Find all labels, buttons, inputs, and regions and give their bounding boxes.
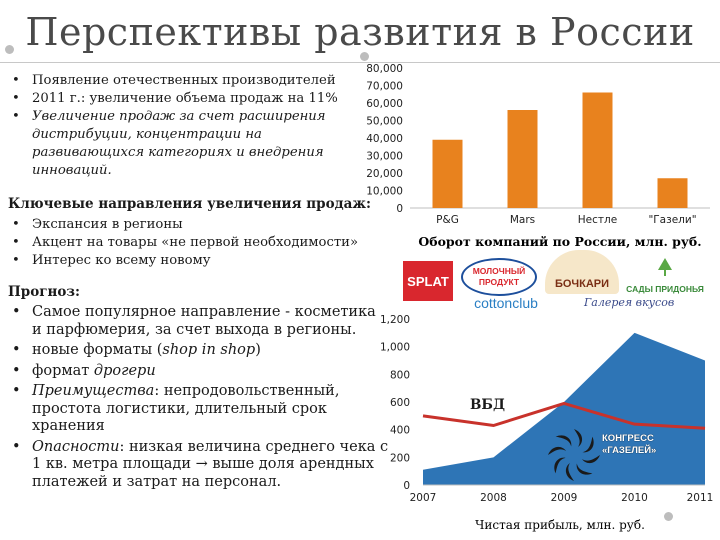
- area-chart-ytick: 0: [403, 480, 410, 492]
- title-divider: [0, 62, 720, 63]
- decor-dot: [360, 52, 369, 61]
- bar-chart-ytick: 50,000: [366, 116, 403, 128]
- gazelles-profit-area: [423, 332, 705, 485]
- bochkari-logo: БОЧКАРИ: [545, 250, 619, 294]
- area-chart-xlabel: Чистая прибыль, млн. руб.: [475, 518, 645, 532]
- intro-bullets: Появление отечественных производителей 2…: [10, 72, 362, 180]
- key-direction-item: Интерес ко всему новому: [10, 252, 382, 270]
- forecast-item: новые форматы (shop in shop): [10, 342, 390, 360]
- congress-logo-text: КОНГРЕСС «ГАЗЕЛЕЙ»: [602, 433, 657, 456]
- key-directions-heading: Ключевые направления увеличения продаж:: [8, 196, 371, 212]
- bar-chart-ytick: 80,000: [366, 63, 403, 75]
- area-chart-ytick: 1,200: [380, 314, 410, 326]
- bar-chart-ytick: 0: [396, 203, 403, 215]
- bar-chart-ytick: 20,000: [366, 168, 403, 180]
- bar-chart-xtick: Нестле: [578, 214, 617, 226]
- area-chart-ytick: 600: [390, 397, 410, 409]
- cottonclub-logo: cottonclub: [474, 295, 538, 311]
- bar-chart-xlabel: Оборот компаний по России, млн. руб.: [418, 234, 701, 249]
- bar-0: [432, 139, 463, 208]
- area-chart-xtick: 2010: [621, 492, 648, 504]
- tree-icon: [658, 258, 672, 276]
- vbd-series-label: ВБД: [470, 397, 505, 413]
- bar-1: [507, 110, 538, 208]
- bar-chart-xtick: Mars: [510, 214, 535, 226]
- gazelle-swirl-icon: [548, 429, 600, 481]
- key-direction-item: Экспансия в регионы: [10, 216, 382, 234]
- bar-chart-xtick: "Газели": [648, 214, 696, 226]
- congress-gazelles-logo: КОНГРЕСС «ГАЗЕЛЕЙ»: [548, 421, 676, 491]
- splat-logo: SPLAT: [403, 261, 453, 301]
- signature-logo: Галерея вкусов: [584, 296, 675, 309]
- bar-chart-ytick: 60,000: [366, 98, 403, 110]
- intro-bullet: Увеличение продаж за счет расширения дис…: [10, 108, 362, 180]
- bar-chart-ytick: 70,000: [366, 81, 403, 93]
- bar-2: [582, 92, 613, 208]
- intro-bullet: Появление отечественных производителей: [10, 72, 362, 90]
- forecast-item: Самое популярное направление - косметика…: [10, 304, 390, 339]
- key-direction-item: Акцент на товары «не первой необходимост…: [10, 234, 382, 252]
- area-chart-ytick: 400: [390, 425, 410, 437]
- bar-chart-ytick: 40,000: [366, 133, 403, 145]
- page-title: Перспективы развития в России: [25, 10, 695, 54]
- forecast-heading: Прогноз:: [8, 284, 80, 300]
- forecast-item: Преимущества: непродовольственный, прост…: [10, 383, 390, 436]
- vbd-profit-line: [422, 401, 706, 430]
- area-chart-ytick: 200: [390, 452, 410, 464]
- sady-pridonya-logo: САДЫ ПРИДОНЬЯ: [624, 258, 706, 294]
- bar-3: [657, 178, 688, 208]
- bar-chart-ytick: 10,000: [366, 186, 403, 198]
- bar-chart-xtick: P&G: [436, 214, 459, 226]
- forecast-item: Опасности: низкая величина среднего чека…: [10, 439, 390, 492]
- forecast-item: формат дрогери: [10, 363, 390, 381]
- key-directions-list: Экспансия в регионы Акцент на товары «не…: [10, 216, 382, 270]
- intro-bullet: 2011 г.: увеличение объема продаж на 11%: [10, 90, 362, 108]
- decor-dot: [5, 45, 14, 54]
- area-chart-xtick: 2011: [687, 492, 714, 504]
- profit-area-chart: 0 200 400 600 800 1,000 1,200 2007 2008 2009 2010…: [380, 314, 714, 532]
- forecast-list: Самое популярное направление - косметика…: [10, 304, 390, 494]
- molochny-product-logo: МОЛОЧНЫЙ ПРОДУКТ: [461, 258, 537, 296]
- area-chart-ytick: 1,000: [380, 342, 410, 354]
- area-chart-xtick: 2007: [410, 492, 437, 504]
- area-chart-ytick: 800: [390, 369, 410, 381]
- area-chart-xtick: 2008: [480, 492, 507, 504]
- turnover-bar-chart: 0 10,000 20,000 30,000 40,000 50,000 60,000 70,…: [366, 63, 710, 249]
- area-chart-xtick: 2009: [551, 492, 578, 504]
- decor-dot: [664, 512, 673, 521]
- bar-chart-ytick: 30,000: [366, 151, 403, 163]
